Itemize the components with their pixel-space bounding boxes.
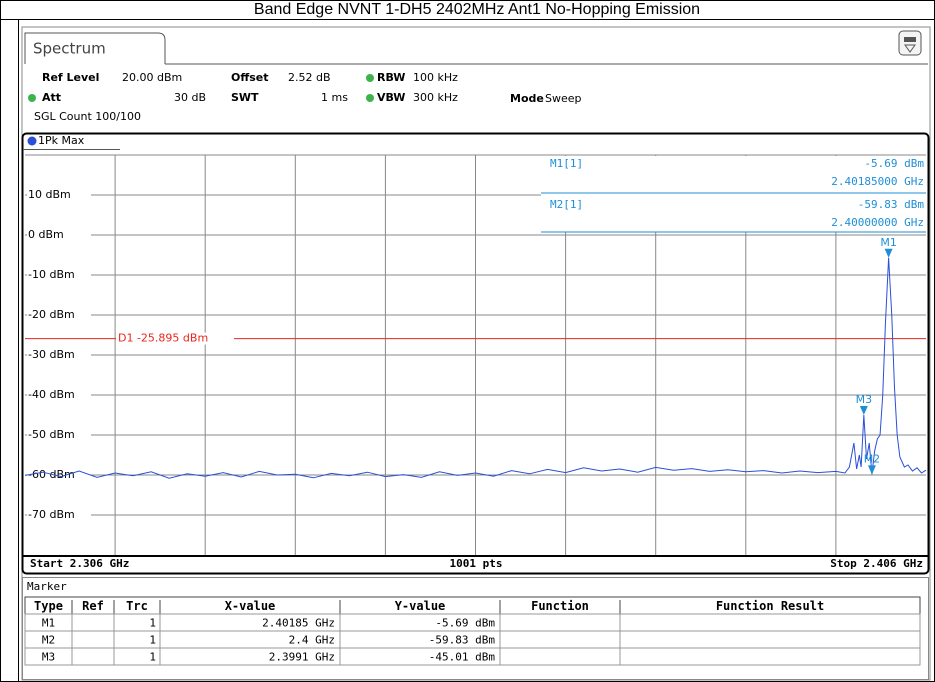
trace-label: 1Pk Max <box>38 134 85 147</box>
table-header: Ref <box>82 599 104 613</box>
setting-value: Sweep <box>545 92 582 105</box>
status-dot <box>28 94 36 102</box>
y-tick-label: -20 dBm <box>28 308 75 321</box>
readout-name: M2[1] <box>550 198 583 211</box>
marker-table: Type Ref Trc X-value Y-value Function Function… <box>24 596 921 666</box>
status-dot <box>366 74 374 82</box>
tick-label-bg <box>27 389 91 401</box>
y-tick-label: -50 dBm <box>28 428 75 441</box>
setting-value: 100 kHz <box>413 71 458 84</box>
setting-label: VBW <box>377 91 405 104</box>
cell-trc: 1 <box>149 617 156 630</box>
tick-label-bg <box>27 429 91 441</box>
setting-value: 30 dB <box>174 91 206 104</box>
setting-label: Mode <box>510 92 544 105</box>
tick-label-bg <box>27 509 91 521</box>
cell-y: -59.83 dBm <box>429 634 496 647</box>
setting-label: SWT <box>231 91 259 104</box>
readout-level: -5.69 dBm <box>864 157 924 170</box>
setting-value: 2.52 dB <box>288 71 331 84</box>
cell-y: -5.69 dBm <box>435 617 495 630</box>
cell-type: M2 <box>42 634 55 647</box>
readout-bg <box>541 156 926 232</box>
cell-type: M1 <box>42 617 55 630</box>
cell-trc: 1 <box>149 651 156 664</box>
tab-label[interactable]: Spectrum <box>33 40 106 58</box>
plot-area: 10 dBm 0 dBm -10 dBm -20 dBm -30 dBm -40 dBm -… <box>24 154 927 555</box>
tick-label-bg <box>27 229 91 241</box>
setting-value: 20.00 dBm <box>122 71 182 84</box>
table-header: X-value <box>225 599 276 613</box>
setting-value: 1 ms <box>321 91 348 104</box>
marker <box>884 248 893 258</box>
marker-table-title: Marker <box>27 580 67 593</box>
y-tick-label: -40 dBm <box>28 388 75 401</box>
readout-freq: 2.40000000 GHz <box>831 216 924 229</box>
y-tick-label: -30 dBm <box>28 348 75 361</box>
cell-x: 2.3991 GHz <box>269 651 335 664</box>
display-line-label-bg <box>116 332 234 345</box>
setting-value: 300 kHz <box>413 91 458 104</box>
setting-label: Ref Level <box>42 71 99 84</box>
cell-x: 2.4 GHz <box>289 634 335 647</box>
stop-frequency: Stop 2.406 GHz <box>830 557 923 570</box>
table-row <box>499 630 921 649</box>
marker <box>867 465 876 475</box>
setting-label: RBW <box>377 71 405 84</box>
y-tick-label: 0 dBm <box>28 228 64 241</box>
trace <box>24 257 927 479</box>
tick-label-bg <box>27 309 91 321</box>
readout-freq: 2.40185000 GHz <box>831 175 924 188</box>
marker-label: M1 <box>880 236 897 249</box>
marker-label: M2 <box>864 452 881 465</box>
table-header: Function <box>531 599 589 613</box>
sweep-points: 1001 pts <box>450 557 503 570</box>
tick-label-bg <box>27 349 91 361</box>
sgl-count: SGL Count 100/100 <box>34 110 141 123</box>
table-header: Y-value <box>395 599 446 613</box>
setting-label: Att <box>42 91 61 104</box>
table-header: Function Result <box>716 599 824 613</box>
marker-label: M3 <box>856 393 873 406</box>
tick-label-bg <box>27 269 91 281</box>
start-frequency: Start 2.306 GHz <box>30 557 129 570</box>
table-row <box>499 647 921 666</box>
tab-shape[interactable] <box>24 32 166 64</box>
y-tick-label: -70 dBm <box>28 508 75 521</box>
cell-type: M3 <box>42 651 55 664</box>
table-header: Type <box>34 599 63 613</box>
y-tick-label: -10 dBm <box>28 268 75 281</box>
page-title: Band Edge NVNT 1-DH5 2402MHz Ant1 No-Hop… <box>254 1 700 18</box>
status-dot <box>366 94 374 102</box>
readout-name: M1[1] <box>550 157 583 170</box>
y-tick-label: 10 dBm <box>28 188 71 201</box>
menu-icon-arrow <box>904 44 916 53</box>
table-row <box>499 613 921 632</box>
display-line-label: D1 -25.895 dBm <box>118 332 208 345</box>
cell-trc: 1 <box>149 634 156 647</box>
table-header: Trc <box>126 599 148 613</box>
readout-level: -59.83 dBm <box>858 198 925 211</box>
cell-y: -45.01 dBm <box>429 651 496 664</box>
trace-dot <box>27 136 37 146</box>
cell-x: 2.40185 GHz <box>262 617 335 630</box>
setting-label: Offset <box>231 71 269 84</box>
marker <box>859 406 868 416</box>
menu-icon-bar <box>904 37 916 42</box>
tick-label-bg <box>27 189 91 201</box>
